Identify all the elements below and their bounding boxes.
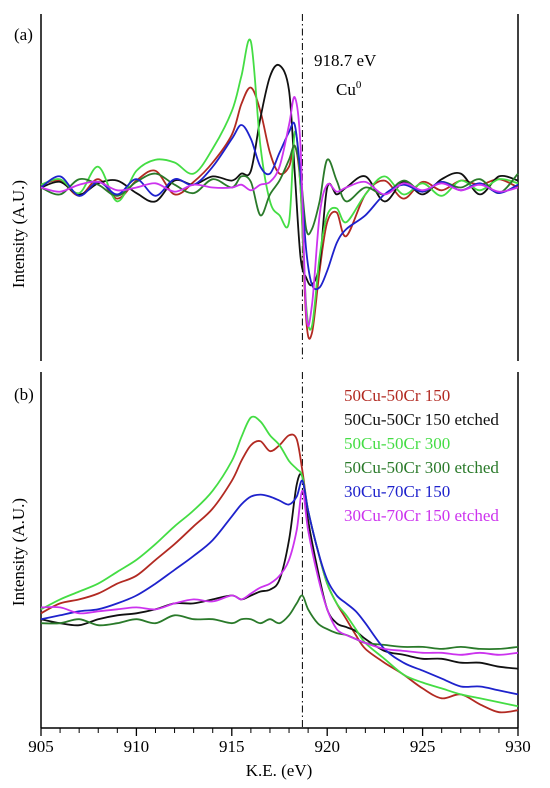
- series-line-50cu-50cr-300-etched: [40, 594, 519, 651]
- x-tick-label-920: 920: [314, 737, 340, 756]
- x-axis-label: K.E. (eV): [246, 761, 313, 780]
- energy-annotation: 918.7 eV: [314, 51, 377, 70]
- legend-item-50cu-50cr-150-etched: 50Cu-50Cr 150 etched: [344, 410, 499, 429]
- panel-b-label: (b): [14, 385, 34, 404]
- series-line-30cu-70cr-150: [40, 479, 519, 696]
- legend: 50Cu-50Cr 150 50Cu-50Cr 150 etched 50Cu-50…: [344, 386, 499, 525]
- series-line-50cu-50cr-150-etched: [40, 473, 519, 670]
- legend-item-30cu-70cr-150: 30Cu-70Cr 150: [344, 482, 450, 501]
- series-line-30cu-70cr-150-etched: [40, 96, 519, 328]
- series-line-50cu-50cr-300: [40, 415, 519, 708]
- legend-item-30cu-70cr-150-etched: 30Cu-70Cr 150 etched: [344, 506, 499, 525]
- cu0-annotation: Cu0: [336, 79, 362, 99]
- x-tick-label-910: 910: [124, 737, 150, 756]
- x-tick-label-905: 905: [28, 737, 54, 756]
- series-line-50cu-50cr-150: [40, 433, 519, 714]
- cu0-species: Cu: [336, 80, 356, 99]
- series-line-50cu-50cr-150-etched: [40, 63, 519, 287]
- series-line-50cu-50cr-150: [40, 86, 519, 340]
- panel-a: (a) Intensity (A.U.) 918.7 eV Cu0: [9, 14, 519, 361]
- panel-b-ylabel: Intensity (A.U.): [9, 498, 28, 606]
- x-tick-label-930: 930: [505, 737, 531, 756]
- series-line-30cu-70cr-150: [40, 121, 519, 291]
- legend-item-50cu-50cr-300-etched: 50Cu-50Cr 300 etched: [344, 458, 499, 477]
- series-line-50cu-50cr-300: [40, 38, 519, 331]
- x-tick-label-915: 915: [219, 737, 245, 756]
- x-tick-label-925: 925: [410, 737, 436, 756]
- cu0-superscript: 0: [356, 79, 362, 91]
- panel-b-series: [40, 415, 519, 714]
- panel-b: (b) Intensity (A.U.) K.E. (eV) 905 910 915…: [9, 372, 531, 780]
- legend-item-50cu-50cr-150: 50Cu-50Cr 150: [344, 386, 450, 405]
- legend-item-50cu-50cr-300: 50Cu-50Cr 300: [344, 434, 450, 453]
- series-line-30cu-70cr-150-etched: [40, 489, 519, 656]
- panel-a-ylabel: Intensity (A.U.): [9, 180, 28, 288]
- x-ticks: 905 910 915 920 925 930: [28, 728, 531, 756]
- panel-a-label: (a): [14, 25, 33, 44]
- series-line-50cu-50cr-300-etched: [40, 144, 519, 236]
- panel-a-series: [40, 38, 519, 340]
